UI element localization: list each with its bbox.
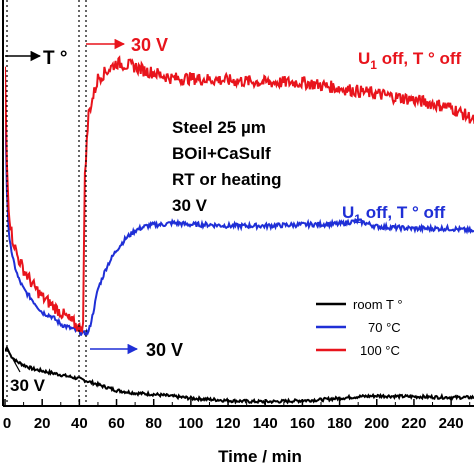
x-tick-label: 20 [34, 415, 51, 432]
x-tick-label: 100 [178, 415, 203, 432]
x-ticks: 02040608010012014016018020022024026 [3, 399, 471, 432]
x-tick-label: 140 [253, 415, 278, 432]
legend-label-100: 100 °C [360, 343, 400, 358]
legend: room T ° 70 °C 100 °C [316, 297, 403, 358]
blue-30v-label: 30 V [146, 340, 183, 360]
red-30v-label: 30 V [131, 35, 168, 55]
black-30v-label: 30 V [10, 376, 46, 395]
legend-label-room: room T ° [353, 297, 403, 312]
series-line-70c [5, 86, 474, 337]
series-line-100c [5, 55, 474, 335]
x-axis-title: Time / min [218, 447, 302, 466]
temp-arrow-label: T ° [43, 48, 67, 69]
info-line-3: RT or heating [172, 170, 282, 189]
x-tick-label: 40 [71, 415, 88, 432]
red-off-label: U1 off, T ° off [358, 49, 462, 72]
x-tick-label: 0 [3, 415, 11, 432]
x-tick-label: 240 [439, 415, 464, 432]
info-line-2: BOil+CaSulf [172, 144, 271, 163]
info-block: Steel 25 µm BOil+CaSulf RT or heating 30… [172, 118, 282, 215]
x-tick-label: 60 [108, 415, 125, 432]
series-line-room [5, 345, 474, 405]
info-line-1: Steel 25 µm [172, 118, 266, 137]
legend-label-70: 70 °C [368, 320, 401, 335]
blue-off-label: U1 off, T ° off [342, 203, 446, 226]
black-30v-pointer [8, 351, 21, 373]
x-tick-label: 80 [145, 415, 162, 432]
x-tick-label: 220 [401, 415, 426, 432]
x-tick-label: 160 [290, 415, 315, 432]
info-line-4: 30 V [172, 196, 208, 215]
x-tick-label: 180 [327, 415, 352, 432]
x-tick-label: 120 [216, 415, 241, 432]
x-tick-label: 200 [364, 415, 389, 432]
series-layer [5, 55, 474, 405]
